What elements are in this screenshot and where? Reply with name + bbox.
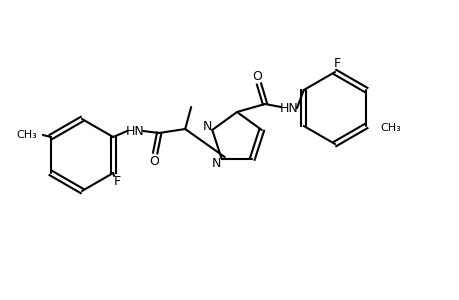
Text: F: F [333, 56, 340, 70]
Text: CH₃: CH₃ [16, 130, 37, 140]
Text: O: O [252, 70, 261, 83]
Text: N: N [212, 157, 221, 169]
Text: CH₃: CH₃ [379, 123, 400, 133]
Text: O: O [149, 154, 159, 167]
Text: HN: HN [279, 101, 298, 115]
Text: F: F [113, 175, 120, 188]
Text: HN: HN [125, 124, 144, 137]
Text: N: N [202, 121, 212, 134]
